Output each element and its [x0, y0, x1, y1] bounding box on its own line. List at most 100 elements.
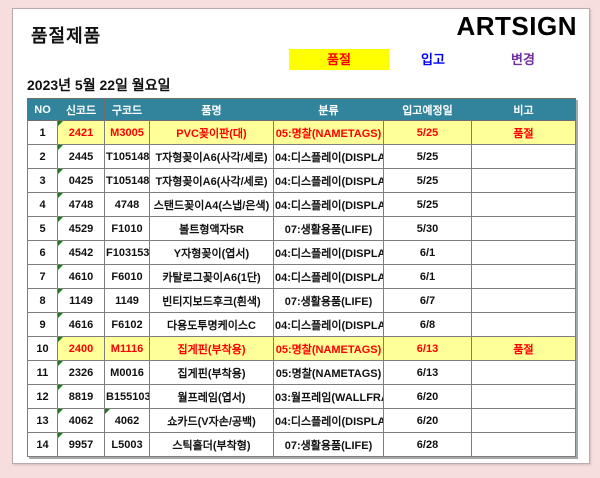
col-header-product-name: 품명 — [149, 98, 274, 121]
cell-new-code: 8819 — [57, 384, 105, 409]
cell-product-name: 집게핀(부착용) — [149, 360, 274, 385]
table-row: 8 1149 1149 빈티지보드후크(흰색) 07:생활용품(LIFE) 6/… — [27, 288, 576, 313]
cell-category: 04:디스플레이(DISPLAY) — [273, 264, 384, 289]
col-header-due-date: 입고예정일 — [383, 98, 472, 121]
table-row: 2 2445 T105148 T자형꽂이A6(사각/세로) 04:디스플레이(D… — [27, 144, 576, 169]
cell-new-code: 2400 — [57, 336, 105, 361]
cell-note — [471, 408, 576, 433]
cell-note — [471, 240, 576, 265]
table-row: 6 4542 F103153 Y자형꽂이(엽서) 04:디스플레이(DISPLA… — [27, 240, 576, 265]
cell-old-code: M3005 — [104, 120, 150, 145]
cell-new-code: 4616 — [57, 312, 105, 337]
cell-new-code: 1149 — [57, 288, 105, 313]
cell-category: 05:명찰(NAMETAGS) — [273, 120, 384, 145]
cell-note — [471, 432, 576, 457]
table-row: 13 4062 4062 쇼카드(V자손/공백) 04:디스플레이(DISPLA… — [27, 408, 576, 433]
table-row: 5 4529 F1010 볼트형액자5R 07:생활용품(LIFE) 5/30 — [27, 216, 576, 241]
table-row: 7 4610 F6010 카탈로그꽂이A6(1단) 04:디스플레이(DISPL… — [27, 264, 576, 289]
cell-product-name: PVC꽂이판(대) — [149, 120, 274, 145]
cell-old-code: M0016 — [104, 360, 150, 385]
cell-no: 3 — [27, 168, 58, 193]
cell-note — [471, 288, 576, 313]
cell-old-code: T105148-3 — [104, 168, 150, 193]
cell-category: 04:디스플레이(DISPLAY) — [273, 192, 384, 217]
cell-old-code: F103153 — [104, 240, 150, 265]
cell-note — [471, 216, 576, 241]
cell-no: 7 — [27, 264, 58, 289]
cell-due-date: 6/28 — [383, 432, 472, 457]
cell-note: 품절 — [471, 336, 576, 361]
table-body: 1 2421 M3005 PVC꽂이판(대) 05:명찰(NAMETAGS) 5… — [27, 120, 576, 457]
col-header-no: NO — [27, 98, 58, 121]
cell-category: 04:디스플레이(DISPLAY) — [273, 168, 384, 193]
table-row: 10 2400 M1116 집게핀(부착용) 05:명찰(NAMETAGS) 6… — [27, 336, 576, 361]
cell-old-code: L5003 — [104, 432, 150, 457]
cell-category: 07:생활용품(LIFE) — [273, 288, 384, 313]
cell-due-date: 6/13 — [383, 360, 472, 385]
legend-incoming-link[interactable]: 입고 — [421, 52, 445, 67]
cell-no: 4 — [27, 192, 58, 217]
cell-old-code: F6102 — [104, 312, 150, 337]
cell-no: 14 — [27, 432, 58, 457]
table-header-row: NO 신코드 구코드 품명 분류 입고예정일 비고 — [27, 98, 576, 121]
cell-category: 04:디스플레이(DISPLAY) — [273, 144, 384, 169]
cell-no: 8 — [27, 288, 58, 313]
cell-no: 11 — [27, 360, 58, 385]
cell-due-date: 6/20 — [383, 384, 472, 409]
cell-category: 04:디스플레이(DISPLAY) — [273, 312, 384, 337]
cell-old-code: 4748 — [104, 192, 150, 217]
product-table-wrap: NO 신코드 구코드 품명 분류 입고예정일 비고 1 2421 M3005 P… — [27, 98, 576, 457]
cell-note — [471, 264, 576, 289]
cell-due-date: 6/13 — [383, 336, 472, 361]
cell-no: 1 — [27, 120, 58, 145]
table-row: 4 4748 4748 스탠드꽂이A4(스냅/은색) 04:디스플레이(DISP… — [27, 192, 576, 217]
notice-card: 품절제품 ARTSIGN 품절 입고 변경 2023년 5월 22일 월요일 N… — [12, 8, 590, 464]
cell-new-code: 4062 — [57, 408, 105, 433]
col-header-new-code: 신코드 — [57, 98, 105, 121]
cell-no: 5 — [27, 216, 58, 241]
cell-product-name: 집게핀(부착용) — [149, 336, 274, 361]
brand-logo: ARTSIGN — [456, 11, 577, 41]
cell-due-date: 6/8 — [383, 312, 472, 337]
cell-product-name: 빈티지보드후크(흰색) — [149, 288, 274, 313]
col-header-category: 분류 — [273, 98, 384, 121]
cell-product-name: 스틱홀더(부착형) — [149, 432, 274, 457]
cell-due-date: 6/7 — [383, 288, 472, 313]
table-row: 3 0425 T105148-3 T자형꽂이A6(사각/세로) 04:디스플레이… — [27, 168, 576, 193]
cell-product-name: 볼트형액자5R — [149, 216, 274, 241]
legend-soldout-link[interactable]: 품절 — [289, 49, 389, 70]
cell-no: 12 — [27, 384, 58, 409]
table-row: 1 2421 M3005 PVC꽂이판(대) 05:명찰(NAMETAGS) 5… — [27, 120, 576, 145]
cell-category: 04:디스플레이(DISPLAY) — [273, 408, 384, 433]
cell-product-name: 쇼카드(V자손/공백) — [149, 408, 274, 433]
cell-due-date: 6/1 — [383, 240, 472, 265]
cell-new-code: 4610 — [57, 264, 105, 289]
cell-new-code: 4542 — [57, 240, 105, 265]
cell-due-date: 6/20 — [383, 408, 472, 433]
product-table: NO 신코드 구코드 품명 분류 입고예정일 비고 1 2421 M3005 P… — [27, 98, 576, 457]
cell-due-date: 5/25 — [383, 192, 472, 217]
cell-due-date: 6/1 — [383, 264, 472, 289]
table-row: 12 8819 B155103 월프레임(엽서) 03:월프레임(WALLFRA… — [27, 384, 576, 409]
col-header-note: 비고 — [471, 98, 576, 121]
cell-due-date: 5/25 — [383, 168, 472, 193]
cell-note — [471, 384, 576, 409]
cell-old-code: B155103 — [104, 384, 150, 409]
legend-change-link[interactable]: 변경 — [511, 52, 535, 67]
cell-category: 05:명찰(NAMETAGS) — [273, 336, 384, 361]
cell-new-code: 4748 — [57, 192, 105, 217]
table-row: 9 4616 F6102 다용도투명케이스C 04:디스플레이(DISPLAY)… — [27, 312, 576, 337]
cell-old-code: M1116 — [104, 336, 150, 361]
cell-product-name: 스탠드꽂이A4(스냅/은색) — [149, 192, 274, 217]
cell-product-name: T자형꽂이A6(사각/세로) — [149, 168, 274, 193]
date-label: 2023년 5월 22일 월요일 — [27, 77, 171, 93]
cell-note — [471, 168, 576, 193]
cell-note: 품절 — [471, 120, 576, 145]
cell-old-code: T105148 — [104, 144, 150, 169]
cell-no: 2 — [27, 144, 58, 169]
cell-product-name: 다용도투명케이스C — [149, 312, 274, 337]
cell-product-name: Y자형꽂이(엽서) — [149, 240, 274, 265]
cell-category: 07:생활용품(LIFE) — [273, 432, 384, 457]
table-row: 14 9957 L5003 스틱홀더(부착형) 07:생활용품(LIFE) 6/… — [27, 432, 576, 457]
cell-new-code: 9957 — [57, 432, 105, 457]
